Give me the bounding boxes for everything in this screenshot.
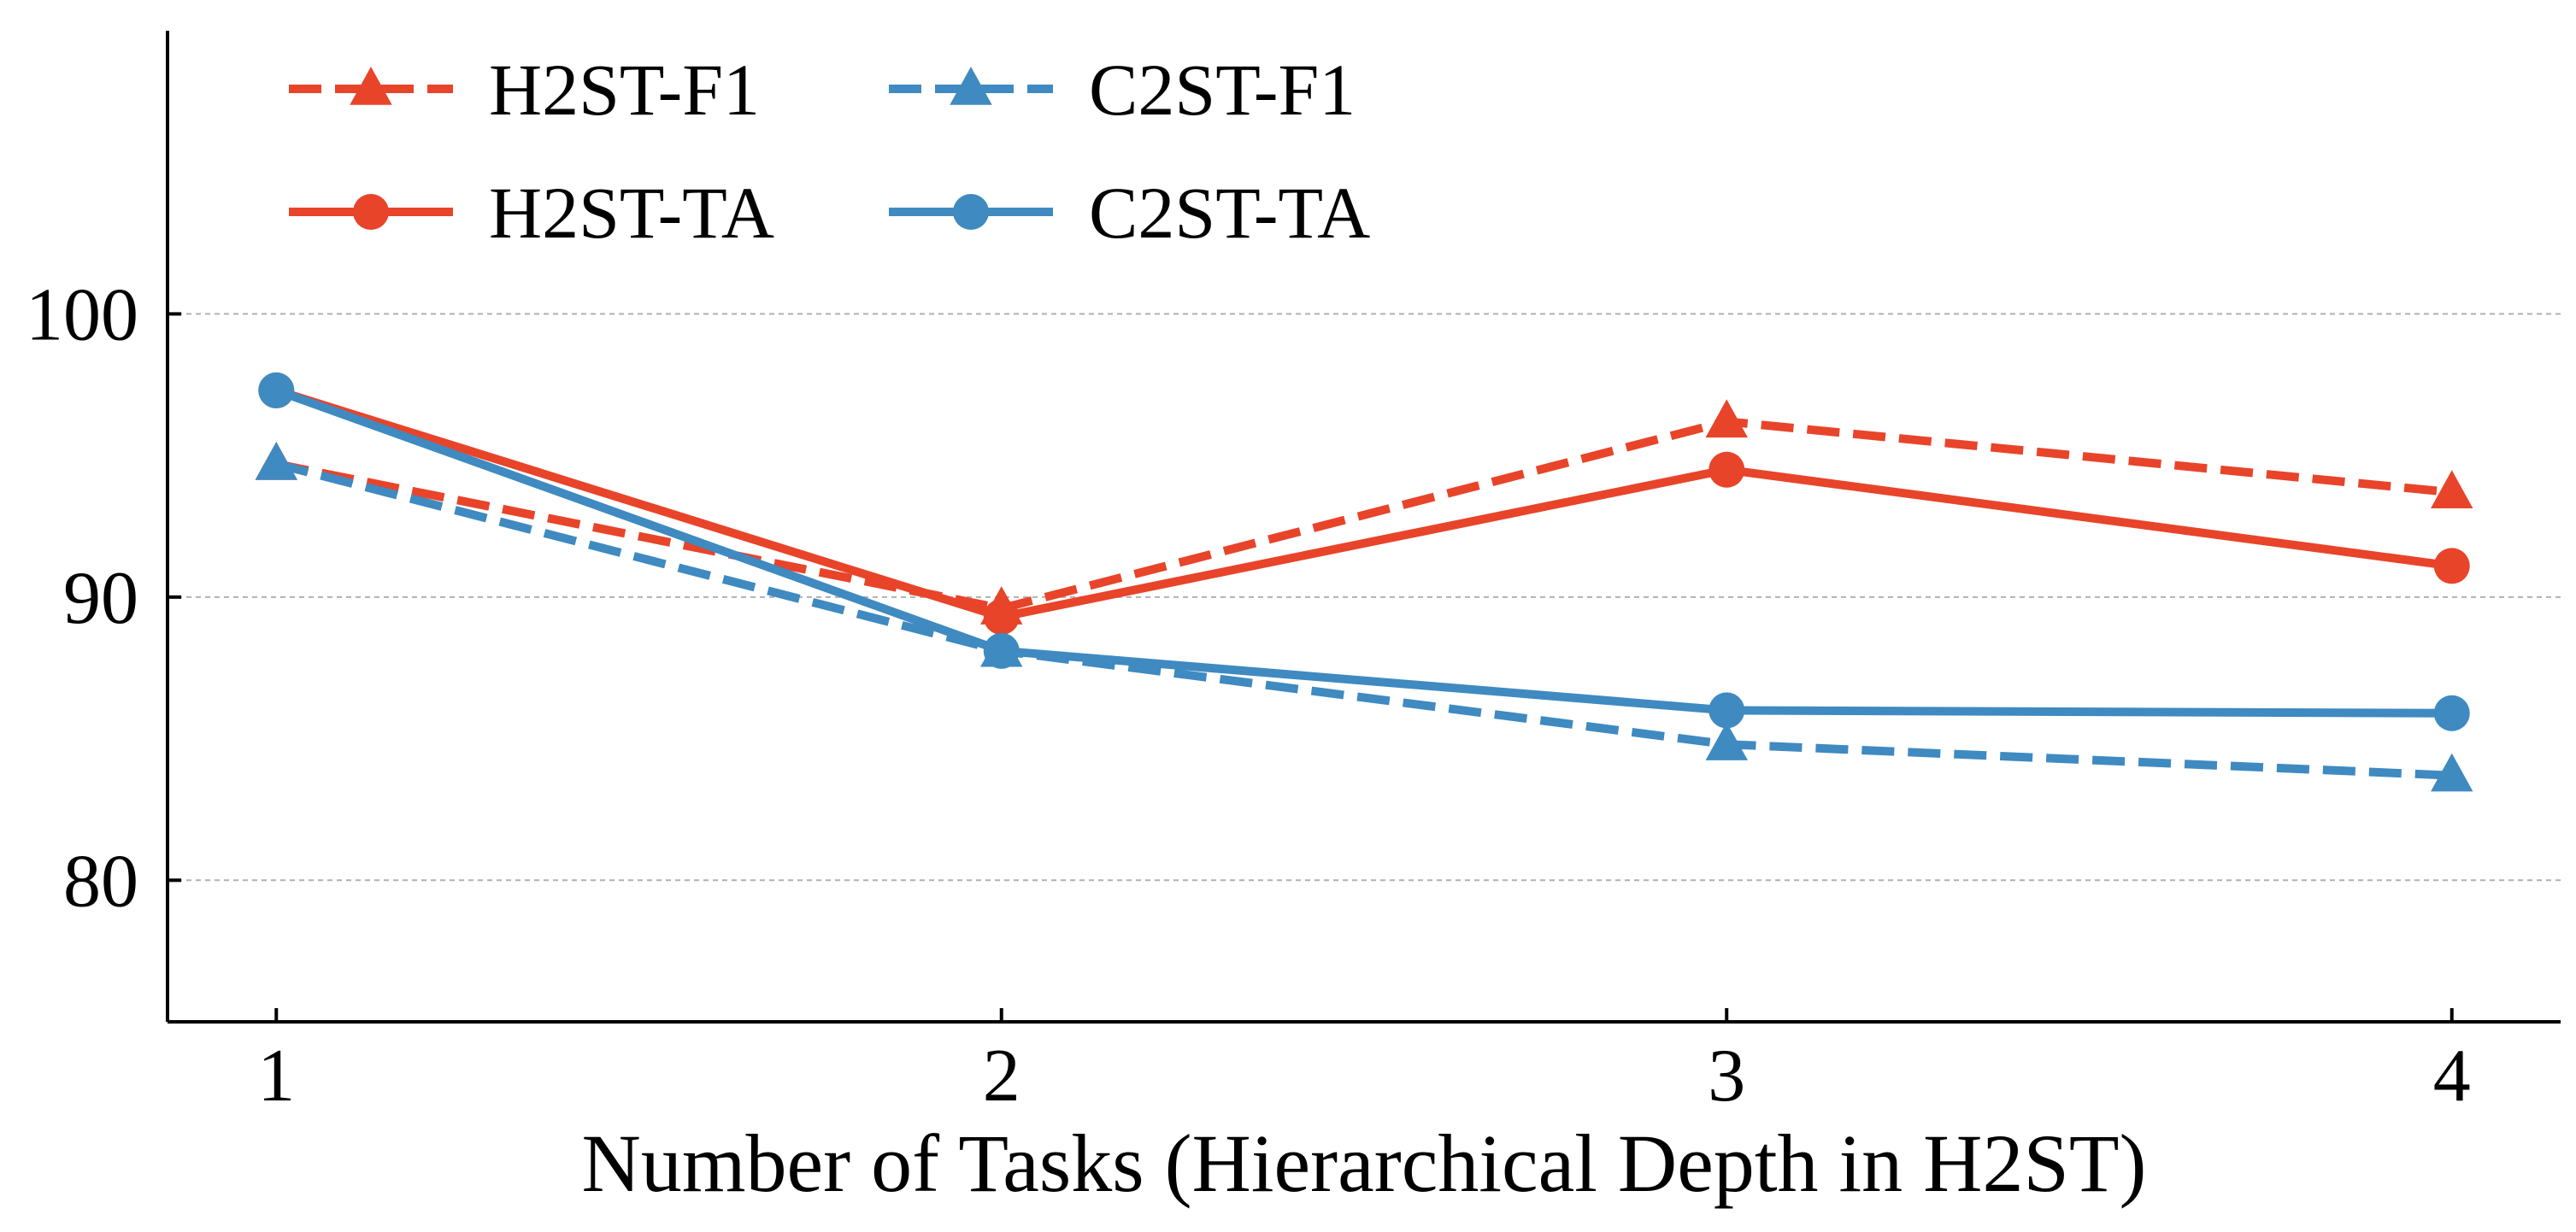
series-line-c2st-ta (274, 386, 2452, 718)
y-tick-label-100: 100 (26, 273, 138, 356)
legend-label-h2st-ta: H2ST-TA (489, 172, 774, 254)
data-point-h2st-f1-x4 (2431, 470, 2473, 508)
data-point-h2st-f1-x3 (1705, 399, 1748, 438)
legend-item-c2st-f1: C2ST-F1 (889, 49, 1356, 131)
series-c2st-f1 (255, 442, 2473, 792)
x-tick-label-1: 1 (257, 1035, 295, 1118)
data-point-c2st-ta-x2 (983, 632, 1020, 669)
x-tick-label-3: 3 (1708, 1035, 1745, 1118)
legend-marker-c2st-ta (953, 194, 989, 230)
legend-marker-c2st-f1 (950, 67, 992, 105)
ticks: 80 90 100 1 2 3 4 (26, 273, 2471, 1118)
legend-label-c2st-f1: C2ST-F1 (1089, 49, 1356, 131)
x-tick-label-4: 4 (2433, 1035, 2471, 1118)
legend-label-h2st-f1: H2ST-F1 (489, 49, 760, 131)
axes (166, 31, 2561, 1024)
data-point-c2st-f1-x1 (255, 442, 297, 480)
x-tick-label-2: 2 (983, 1035, 1020, 1118)
data-point-h2st-ta-x2 (983, 599, 1020, 636)
legend-item-h2st-f1: H2ST-F1 (289, 49, 760, 131)
series (255, 372, 2473, 792)
series-line-h2st-f1 (275, 417, 2453, 613)
data-point-c2st-f1-x3 (1705, 722, 1748, 760)
series-line-h2st-ta (274, 386, 2453, 622)
y-tick-label-80: 80 (63, 840, 138, 923)
legend-label-c2st-ta: C2ST-TA (1089, 172, 1370, 254)
legend: H2ST-F1 C2ST-F1 H2ST-TA C2ST-TA (289, 49, 1370, 254)
series-h2st-f1 (255, 399, 2473, 625)
data-point-h2st-ta-x3 (1709, 451, 1745, 488)
grid-lines (168, 313, 2561, 882)
series-line-c2st-f1 (275, 460, 2452, 780)
legend-item-c2st-ta: C2ST-TA (889, 172, 1370, 254)
legend-item-h2st-ta: H2ST-TA (289, 172, 774, 254)
legend-marker-h2st-ta (353, 194, 389, 230)
data-point-h2st-ta-x4 (2433, 548, 2470, 584)
data-point-c2st-ta-x3 (1709, 692, 1745, 729)
y-tick-label-90: 90 (63, 557, 138, 640)
data-point-c2st-ta-x1 (258, 372, 295, 408)
legend-marker-h2st-f1 (350, 67, 392, 105)
x-axis-title: Number of Tasks (Hierarchical Depth in H… (582, 1118, 2147, 1209)
data-point-c2st-f1-x4 (2431, 753, 2473, 792)
series-c2st-ta (258, 372, 2470, 731)
data-point-c2st-ta-x4 (2433, 695, 2470, 731)
